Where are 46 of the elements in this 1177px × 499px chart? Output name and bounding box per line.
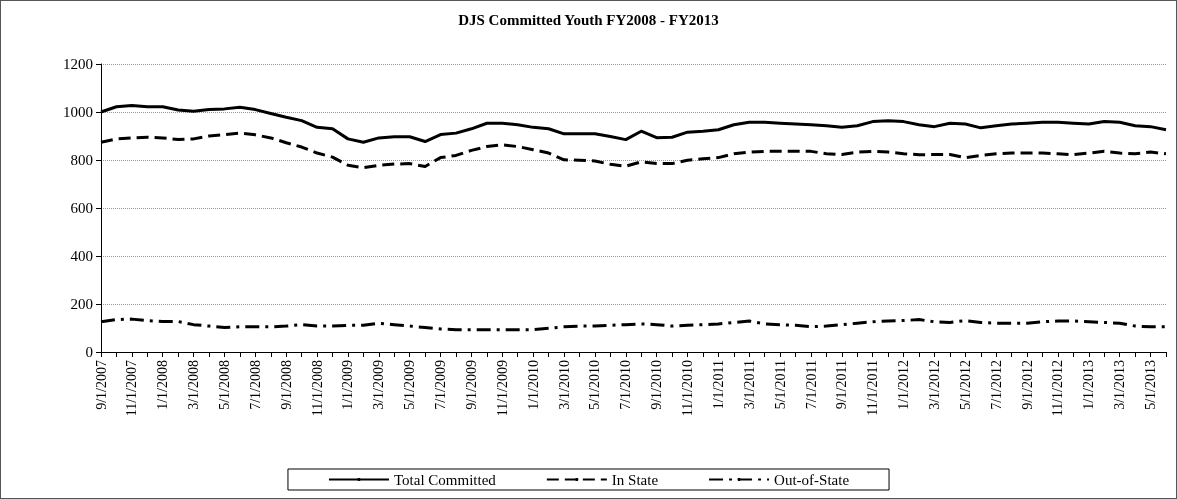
y-tick-label: 400 — [70, 248, 93, 264]
x-tick-label: 11/1/2012 — [1050, 360, 1066, 417]
y-tick-label: 800 — [70, 152, 93, 168]
x-tick-label: 1/1/2010 — [525, 360, 541, 410]
y-tick-label: 600 — [70, 200, 93, 216]
x-tick-label: 7/1/2008 — [247, 360, 263, 410]
x-tick-label: 11/1/2008 — [309, 360, 325, 417]
x-tick-label: 5/1/2010 — [587, 360, 603, 410]
x-tick-label: 7/1/2012 — [988, 360, 1004, 410]
x-tick-label: 3/1/2011 — [741, 360, 757, 410]
x-tick-label: 9/1/2008 — [278, 360, 294, 410]
x-tick-label: 1/1/2012 — [896, 360, 912, 410]
y-tick-label: 0 — [85, 344, 93, 360]
chart-title: DJS Committed Youth FY2008 - FY2013 — [458, 11, 719, 28]
legend-label: Out-of-State — [774, 471, 850, 488]
x-tick-label: 7/1/2011 — [803, 360, 819, 410]
x-tick-label: 1/1/2013 — [1081, 360, 1097, 410]
x-tick-label: 9/1/2011 — [834, 360, 850, 410]
legend-label: Total Committed — [393, 471, 497, 488]
x-tick-label: 1/1/2009 — [340, 360, 356, 410]
x-tick-label: 11/1/2011 — [865, 360, 881, 416]
x-tick-label: 3/1/2013 — [1112, 360, 1128, 410]
x-tick-label: 9/1/2012 — [1019, 360, 1035, 410]
x-tick-label: 5/1/2011 — [772, 360, 788, 410]
x-tick-label: 9/1/2009 — [463, 360, 479, 410]
x-tick-label: 9/1/2010 — [649, 360, 665, 410]
x-tick-label: 5/1/2013 — [1143, 360, 1159, 410]
y-tick-label: 1200 — [63, 56, 93, 72]
y-tick-label: 200 — [70, 296, 93, 312]
x-tick-label: 5/1/2012 — [957, 360, 973, 410]
legend-label: In State — [611, 471, 659, 488]
x-tick-label: 3/1/2010 — [556, 360, 572, 410]
x-tick-label: 11/1/2007 — [124, 360, 140, 417]
x-tick-label: 1/1/2011 — [710, 360, 726, 410]
x-tick-label: 7/1/2009 — [433, 360, 449, 410]
x-tick-label: 5/1/2009 — [402, 360, 418, 410]
x-tick-label: 3/1/2009 — [371, 360, 387, 410]
x-tick-label: 11/1/2010 — [680, 360, 696, 417]
y-tick-label: 1000 — [63, 104, 93, 120]
x-tick-label: 1/1/2008 — [155, 360, 171, 410]
x-tick-label: 7/1/2010 — [618, 360, 634, 410]
x-tick-label: 3/1/2008 — [186, 360, 202, 410]
x-tick-label: 11/1/2009 — [494, 360, 510, 417]
x-tick-label: 9/1/2007 — [93, 360, 109, 410]
x-tick-label: 3/1/2012 — [926, 360, 942, 410]
x-tick-label: 5/1/2008 — [216, 360, 232, 410]
